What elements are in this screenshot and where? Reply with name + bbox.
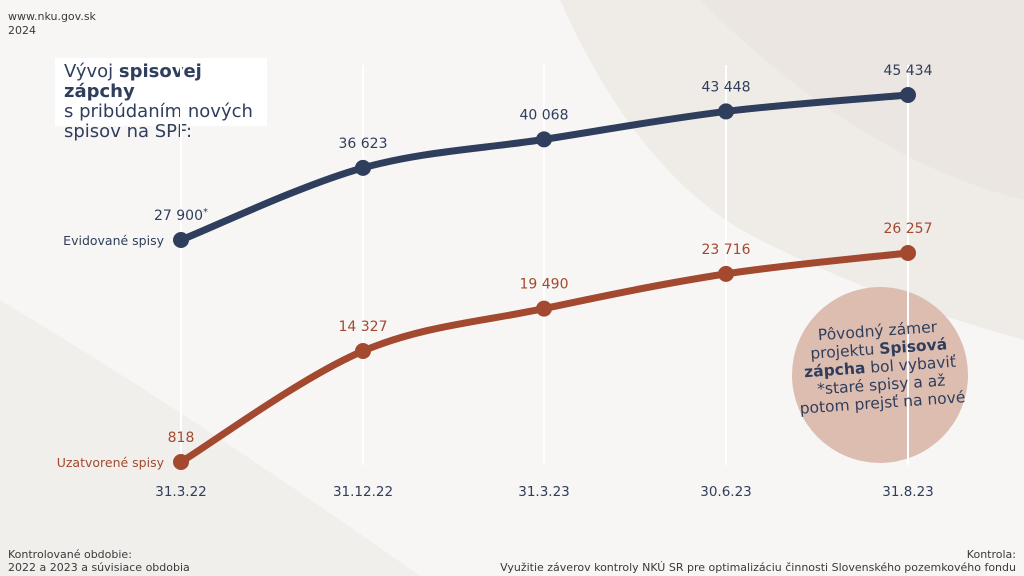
footer-left-line1: Kontrolované obdobie:	[8, 548, 132, 561]
series-name-label: Evidované spisy	[63, 233, 164, 248]
x-tick-label: 31.8.23	[882, 484, 934, 500]
title-line3: spisov na SPF:	[64, 121, 193, 142]
x-tick-label: 31.12.22	[333, 484, 393, 500]
data-label: 818	[168, 430, 195, 446]
data-label: 43 448	[702, 79, 751, 95]
data-label: 14 327	[339, 319, 388, 335]
site-url: www.nku.gov.sk	[8, 10, 96, 23]
data-label: 26 257	[884, 221, 933, 237]
data-point	[173, 232, 189, 248]
title-line2: s pribúdaním nových	[64, 101, 253, 122]
data-point	[355, 343, 371, 360]
chart-title: Vývoj spisovej zápchy s pribúdaním novýc…	[64, 62, 269, 142]
data-label: 19 490	[520, 277, 569, 293]
footer-right-line2: Využitie záverov kontroly NKÚ SR pre opt…	[500, 561, 1016, 574]
title-line1-pre: Vývoj	[64, 61, 119, 82]
x-axis-labels: 31.3.22 31.12.22 31.3.23 30.6.23 31.8.23	[155, 484, 934, 500]
data-point	[718, 103, 734, 120]
data-point	[536, 131, 552, 148]
title-box	[55, 58, 267, 126]
footer-left-line2: 2022 a 2023 a súvisiace obdobia	[8, 561, 190, 574]
x-tick-label: 31.3.23	[518, 484, 570, 500]
series-layer: 27 900* 36 623 40 068 43 448 45 434 Evidované…	[57, 63, 933, 470]
year-label: 2024	[8, 24, 36, 37]
data-label: 36 623	[339, 136, 388, 152]
gridlines	[180, 65, 909, 465]
data-point	[900, 87, 916, 103]
data-point	[355, 159, 371, 176]
data-point	[536, 300, 552, 317]
footer-right: Kontrola: Využitie záverov kontroly NKÚ …	[500, 548, 1016, 574]
series-name-label: Uzatvorené spisy	[57, 455, 165, 470]
data-point	[900, 245, 916, 261]
data-label: 27 900*	[154, 207, 208, 224]
data-label: 45 434	[884, 63, 933, 79]
x-tick-label: 30.6.23	[700, 484, 752, 500]
footer-right-line1: Kontrola:	[966, 548, 1016, 561]
data-point	[173, 454, 189, 470]
data-label: 23 716	[702, 242, 751, 258]
x-tick-label: 31.3.22	[155, 484, 207, 500]
data-point	[718, 265, 734, 282]
data-label: 40 068	[520, 107, 569, 123]
background-shape	[0, 300, 420, 576]
footer-left: Kontrolované obdobie: 2022 a 2023 a súvi…	[8, 548, 190, 574]
note-circle	[792, 287, 968, 463]
note-text: Pôvodný zámer projektu Spisová zápcha bo…	[787, 316, 973, 418]
